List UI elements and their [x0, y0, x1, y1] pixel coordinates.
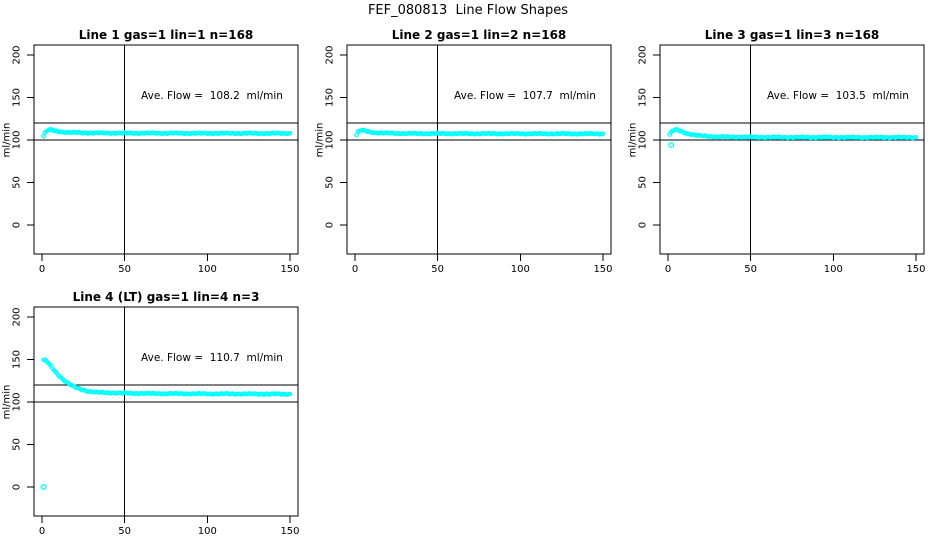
ave-flow-annotation: Ave. Flow = 103.5 ml/min [767, 90, 909, 102]
ave-flow-annotation: Ave. Flow = 110.7 ml/min [141, 352, 283, 364]
x-tick-label: 50 [431, 264, 444, 275]
y-tick-label: 50 [638, 176, 649, 189]
y-tick-label: 150 [638, 88, 649, 107]
panel-line1: 0 50 100 150 200 0 50 100 150 ml/min Line 1 gas=1… [0, 28, 313, 290]
y-tick-label: 150 [12, 350, 23, 369]
y-axis-title: ml/min [2, 123, 13, 158]
figure-main-title: FEF_080813 Line Flow Shapes [367, 3, 569, 18]
y-tick-label: 0 [325, 222, 336, 228]
x-tick-label: 0 [352, 264, 358, 275]
panel-title: Line 3 gas=1 lin=3 n=168 [704, 28, 880, 42]
y-tick-label: 150 [12, 88, 23, 107]
y-axis-title: ml/min [628, 123, 639, 158]
plot-box [659, 44, 925, 255]
x-tick-label: 0 [39, 526, 45, 537]
plot-box [33, 306, 299, 517]
y-tick-label: 0 [638, 222, 649, 228]
y-tick-label: 100 [325, 130, 336, 149]
y-tick-label: 200 [325, 45, 336, 64]
y-tick-label: 0 [12, 222, 23, 228]
x-tick-label: 150 [906, 264, 925, 275]
outlier-point [668, 142, 675, 149]
panel-title: Line 1 gas=1 lin=1 n=168 [78, 28, 254, 42]
y-tick-label: 150 [325, 88, 336, 107]
plot-box [346, 44, 612, 255]
x-tick-label: 100 [198, 526, 217, 537]
panel-line3: 0 50 100 150 200 0 50 100 150 ml/min Line 3 gas=1… [626, 28, 936, 290]
x-tick-label: 50 [118, 264, 131, 275]
ave-flow-annotation: Ave. Flow = 108.2 ml/min [141, 90, 283, 102]
y-tick-label: 200 [12, 45, 23, 64]
plot-area-line1: 0 50 100 150 200 0 50 100 150 ml/min [2, 44, 300, 275]
y-tick-label: 200 [12, 307, 23, 326]
y-tick-label: 50 [12, 438, 23, 451]
y-tick-label: 100 [12, 392, 23, 411]
y-tick-label: 200 [638, 45, 649, 64]
x-tick-label: 100 [824, 264, 843, 275]
panel-line4: 0 50 100 150 200 0 50 100 150 ml/min Line 4 (LT) … [0, 290, 313, 540]
y-axis-ticks: 0 50 100 150 200 [325, 45, 347, 228]
x-tick-label: 100 [198, 264, 217, 275]
plot-area-line3: 0 50 100 150 200 0 50 100 150 ml/min [628, 44, 926, 275]
x-axis-ticks: 0 50 100 150 [665, 254, 926, 275]
flow-scatter-series [41, 357, 293, 398]
y-tick-label: 100 [12, 130, 23, 149]
y-axis-title: ml/min [315, 123, 326, 158]
plot-area-line2: 0 50 100 150 200 0 50 100 150 ml/min [315, 44, 613, 275]
panel-title: Line 2 gas=1 lin=2 n=168 [391, 28, 567, 42]
x-tick-label: 0 [665, 264, 671, 275]
x-tick-label: 100 [511, 264, 530, 275]
x-tick-label: 150 [280, 526, 299, 537]
x-tick-label: 0 [39, 264, 45, 275]
y-tick-label: 0 [12, 484, 23, 490]
x-tick-label: 50 [118, 526, 131, 537]
outlier-point [40, 484, 47, 490]
x-axis-ticks: 0 50 100 150 [39, 516, 300, 537]
plot-box [33, 44, 299, 255]
x-axis-ticks: 0 50 100 150 [39, 254, 300, 275]
x-tick-label: 150 [280, 264, 299, 275]
ave-flow-annotation: Ave. Flow = 107.7 ml/min [454, 90, 596, 102]
flow-scatter-series [354, 127, 606, 138]
y-axis-ticks: 0 50 100 150 200 [12, 45, 34, 228]
x-axis-ticks: 0 50 100 150 [352, 254, 613, 275]
panel-title: Line 4 (LT) gas=1 lin=4 n=3 [72, 290, 260, 304]
flow-scatter-series [667, 127, 919, 141]
y-tick-label: 50 [325, 176, 336, 189]
y-axis-title: ml/min [2, 385, 13, 420]
y-axis-ticks: 0 50 100 150 200 [12, 307, 34, 490]
plot-area-line4: 0 50 100 150 200 0 50 100 150 ml/min [2, 306, 300, 537]
panel-line2: 0 50 100 150 200 0 50 100 150 ml/min Line 2 gas=1… [313, 28, 626, 290]
y-tick-label: 100 [638, 130, 649, 149]
y-tick-label: 50 [12, 176, 23, 189]
x-tick-label: 150 [593, 264, 612, 275]
x-tick-label: 50 [744, 264, 757, 275]
flow-scatter-series [41, 127, 293, 139]
y-axis-ticks: 0 50 100 150 200 [638, 45, 660, 228]
